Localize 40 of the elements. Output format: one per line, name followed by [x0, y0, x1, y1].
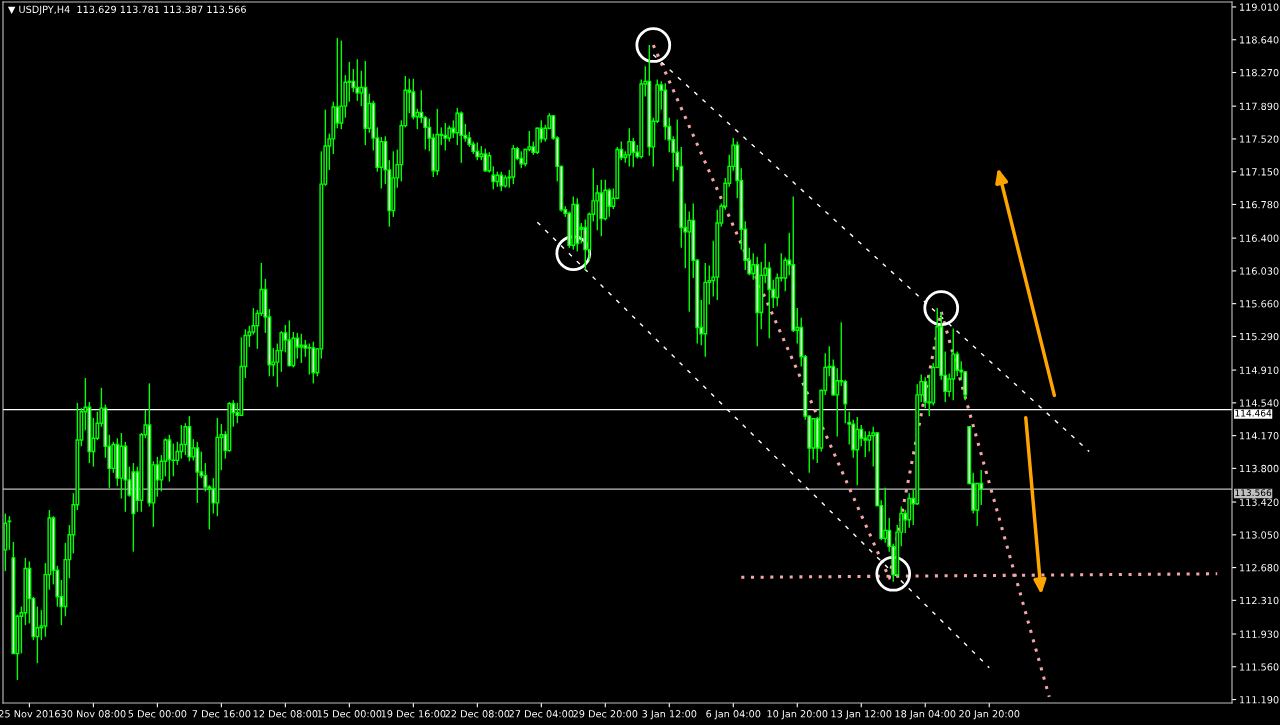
x-tick-label: 5 Dec 00:00: [128, 710, 187, 718]
y-tick-label: 117.520: [1240, 135, 1279, 143]
x-tick-label: 22 Dec 08:00: [445, 710, 510, 718]
y-tick-label: 117.150: [1240, 168, 1279, 176]
x-tick-label: 27 Dec 04:00: [509, 710, 574, 718]
x-tick-label: 20 Jan 20:00: [959, 710, 1020, 720]
y-tick-label: 118.270: [1240, 68, 1279, 77]
y-tick-label: 116.400: [1240, 234, 1279, 242]
x-tick-label: 7 Dec 16:00: [192, 710, 251, 718]
y-tick-label: 111.930: [1240, 630, 1279, 638]
x-tick-label: 18 Jan 04:00: [895, 710, 956, 720]
x-tick-label: 19 Dec 16:00: [381, 710, 446, 718]
x-tick-label: 29 Dec 20:00: [573, 710, 638, 718]
y-tick-label: 113.420: [1240, 498, 1279, 506]
y-tick-label: 116.030: [1240, 267, 1279, 275]
ref-line-label: 114.464: [1235, 409, 1272, 417]
x-tick-label: 30 Nov 08:00: [61, 710, 126, 718]
y-tick-label: 119.010: [1240, 3, 1279, 11]
y-tick-label: 111.560: [1240, 663, 1279, 671]
x-tick-label: 13 Jan 12:00: [831, 710, 892, 720]
y-tick-label: 116.780: [1240, 200, 1279, 209]
x-tick-label: 10 Jan 20:00: [767, 710, 828, 720]
chart-title: ▼ USDJPY,H4 113.629 113.781 113.387 113.566: [7, 5, 246, 15]
x-tick-label: 15 Dec 00:00: [317, 710, 382, 718]
y-tick-label: 114.910: [1240, 366, 1279, 374]
y-tick-label: 113.050: [1240, 531, 1279, 539]
x-tick-label: 12 Dec 08:00: [253, 710, 318, 718]
y-tick-label: 112.310: [1240, 596, 1279, 605]
ref-line-label: 113.566: [1235, 489, 1272, 497]
y-tick-label: 118.640: [1240, 36, 1279, 44]
y-tick-label: 115.290: [1240, 332, 1279, 341]
y-tick-label: 113.800: [1240, 464, 1279, 473]
y-tick-label: 112.680: [1240, 564, 1279, 572]
x-tick-label: 3 Jan 12:00: [642, 710, 697, 720]
y-tick-label: 111.190: [1240, 696, 1279, 704]
x-tick-label: 6 Jan 04:00: [706, 710, 761, 720]
y-tick-label: 114.540: [1240, 399, 1279, 407]
y-tick-label: 114.170: [1240, 432, 1279, 440]
y-tick-label: 115.660: [1240, 300, 1279, 308]
y-tick-label: 117.890: [1240, 102, 1279, 110]
